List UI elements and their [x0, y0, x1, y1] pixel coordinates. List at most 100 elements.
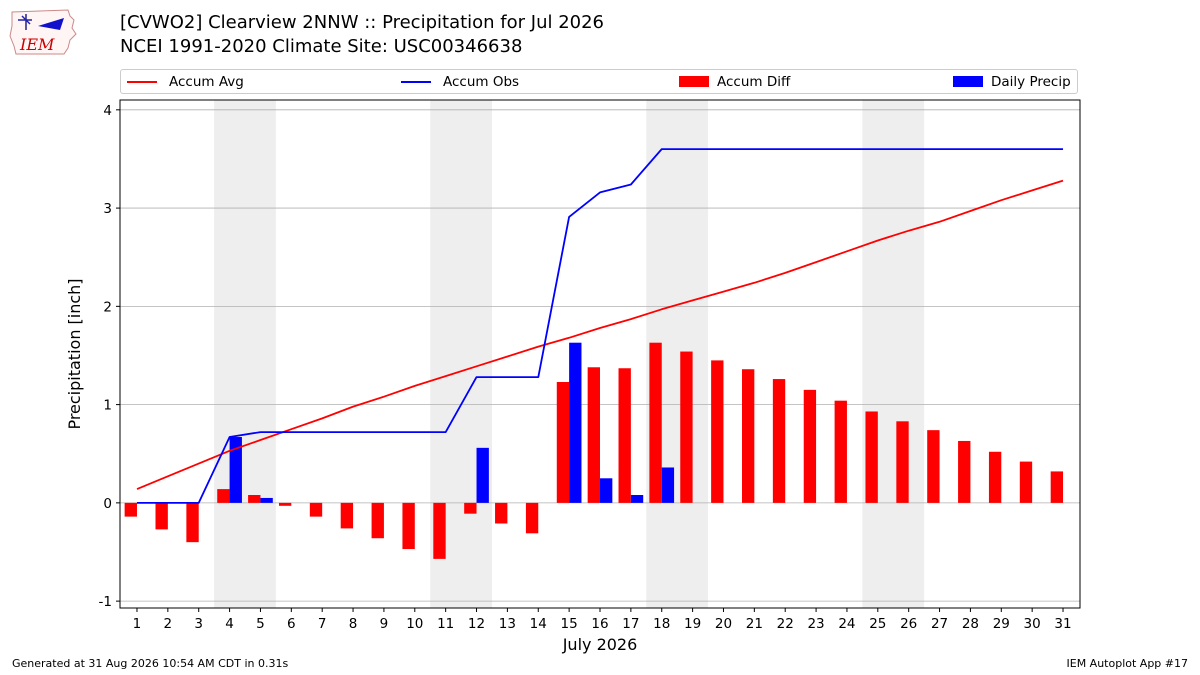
x-tick-label: 19: [684, 616, 701, 632]
x-tick-label: 3: [194, 616, 203, 632]
x-tick-label: 22: [777, 616, 794, 632]
accum-diff-bar: [988, 451, 1002, 503]
x-axis-label: July 2026: [562, 635, 638, 654]
accum-diff-bar: [278, 502, 292, 506]
accum-diff-bar: [834, 400, 847, 503]
x-tick-label: 11: [437, 616, 454, 632]
accum-diff-bar: [711, 360, 724, 503]
x-tick-label: 17: [622, 616, 639, 632]
accum-diff-bar: [309, 502, 323, 517]
wind-sock-icon: [38, 18, 64, 30]
legend-item-accum-obs: Accum Obs: [401, 70, 519, 93]
accum-diff-bar: [402, 502, 415, 550]
y-axis-label: Precipitation [inch]: [65, 278, 84, 429]
accum-diff-bar: [896, 421, 909, 503]
accum-obs-line: [137, 148, 1063, 504]
legend-label-accum-avg: Accum Avg: [169, 73, 244, 90]
accum-diff-bar: [865, 411, 878, 503]
daily-precip-bar: [600, 478, 613, 503]
accum-diff-bar: [217, 489, 230, 503]
accum-diff-bar: [556, 382, 570, 503]
x-tick-label: 9: [380, 616, 389, 632]
accum-diff-bar: [1050, 471, 1064, 503]
generated-timestamp: Generated at 31 Aug 2026 10:54 AM CDT in…: [12, 657, 289, 670]
accum-diff-bar: [371, 502, 384, 539]
accum-diff-bar: [803, 389, 817, 503]
x-tick-label: 8: [349, 616, 358, 632]
legend-label-accum-diff: Accum Diff: [717, 73, 791, 90]
daily-precip-bar: [260, 497, 273, 503]
legend-item-accum-diff: Accum Diff: [679, 70, 790, 93]
weekend-shade: [214, 100, 276, 608]
x-tick-label: 15: [561, 616, 578, 632]
chart-title: [CVWO2] Clearview 2NNW :: Precipitation …: [120, 12, 605, 33]
legend-swatch-daily-precip: [953, 76, 983, 87]
y-tick-label: 3: [103, 201, 112, 217]
accum-diff-bar: [525, 502, 539, 534]
x-tick-label: 28: [962, 616, 979, 632]
x-tick-label: 13: [499, 616, 516, 632]
y-tick-label: -1: [99, 594, 112, 610]
accum-diff-bar: [186, 502, 199, 543]
accum-diff-bar: [495, 502, 508, 524]
app-credit: IEM Autoplot App #17: [1066, 657, 1189, 670]
y-tick-label: 0: [103, 496, 112, 512]
x-tick-label: 6: [287, 616, 296, 632]
x-tick-label: 16: [591, 616, 608, 632]
y-tick-label: 2: [103, 299, 112, 315]
x-tick-label: 1: [133, 616, 142, 632]
x-tick-label: 20: [715, 616, 732, 632]
logo-text: IEM: [19, 35, 55, 54]
x-tick-label: 4: [225, 616, 234, 632]
chart-legend: Accum Avg Accum Obs Accum Diff Daily Pre…: [120, 69, 1078, 94]
accum-diff-bar: [433, 502, 446, 559]
accum-diff-bar: [155, 502, 168, 530]
x-tick-label: 25: [869, 616, 886, 632]
accum-diff-bar: [958, 440, 971, 503]
daily-precip-bar: [229, 437, 242, 503]
x-tick-label: 27: [931, 616, 948, 632]
legend-swatch-accum-diff: [679, 76, 709, 87]
accum-diff-bar: [124, 502, 137, 517]
x-tick-label: 24: [838, 616, 855, 632]
x-tick-label: 18: [653, 616, 670, 632]
x-tick-label: 30: [1024, 616, 1041, 632]
daily-precip-bar: [630, 495, 644, 503]
legend-item-daily-precip: Daily Precip: [953, 70, 1071, 93]
legend-label-daily-precip: Daily Precip: [991, 73, 1071, 90]
accum-diff-bar: [587, 367, 600, 503]
accum-diff-bar: [927, 430, 940, 503]
legend-label-accum-obs: Accum Obs: [443, 73, 520, 90]
chart-subtitle: NCEI 1991-2020 Climate Site: USC00346638: [120, 36, 523, 57]
legend-swatch-accum-obs: [401, 80, 431, 83]
accum-diff-bar: [340, 502, 354, 529]
legend-swatch-accum-avg: [127, 80, 157, 83]
x-tick-label: 2: [164, 616, 173, 632]
legend-item-accum-avg: Accum Avg: [127, 70, 244, 93]
iem-logo: IEM: [9, 9, 77, 55]
x-tick-label: 23: [807, 616, 824, 632]
accum-diff-bar: [248, 495, 261, 503]
x-tick-label: 29: [993, 616, 1010, 632]
daily-precip-bar: [476, 447, 489, 503]
x-tick-label: 31: [1054, 616, 1071, 632]
accum-diff-bar: [772, 379, 786, 503]
accum-avg-line: [136, 179, 1064, 490]
x-tick-label: 5: [256, 616, 265, 632]
accum-diff-bar: [741, 369, 755, 503]
x-tick-label: 21: [746, 616, 763, 632]
daily-precip-bar: [661, 467, 675, 503]
x-tick-label: 14: [530, 616, 547, 632]
accum-diff-bar: [1019, 461, 1033, 503]
accum-diff-bar: [464, 502, 477, 514]
y-tick-label: 1: [103, 398, 112, 414]
weekend-shade: [862, 100, 925, 608]
accum-diff-bar: [680, 351, 693, 503]
accum-diff-bar: [618, 368, 631, 503]
x-tick-label: 7: [318, 616, 327, 632]
x-tick-label: 12: [468, 616, 485, 632]
x-tick-label: 10: [406, 616, 423, 632]
x-tick-label: 26: [900, 616, 917, 632]
y-tick-label: 4: [103, 103, 112, 119]
